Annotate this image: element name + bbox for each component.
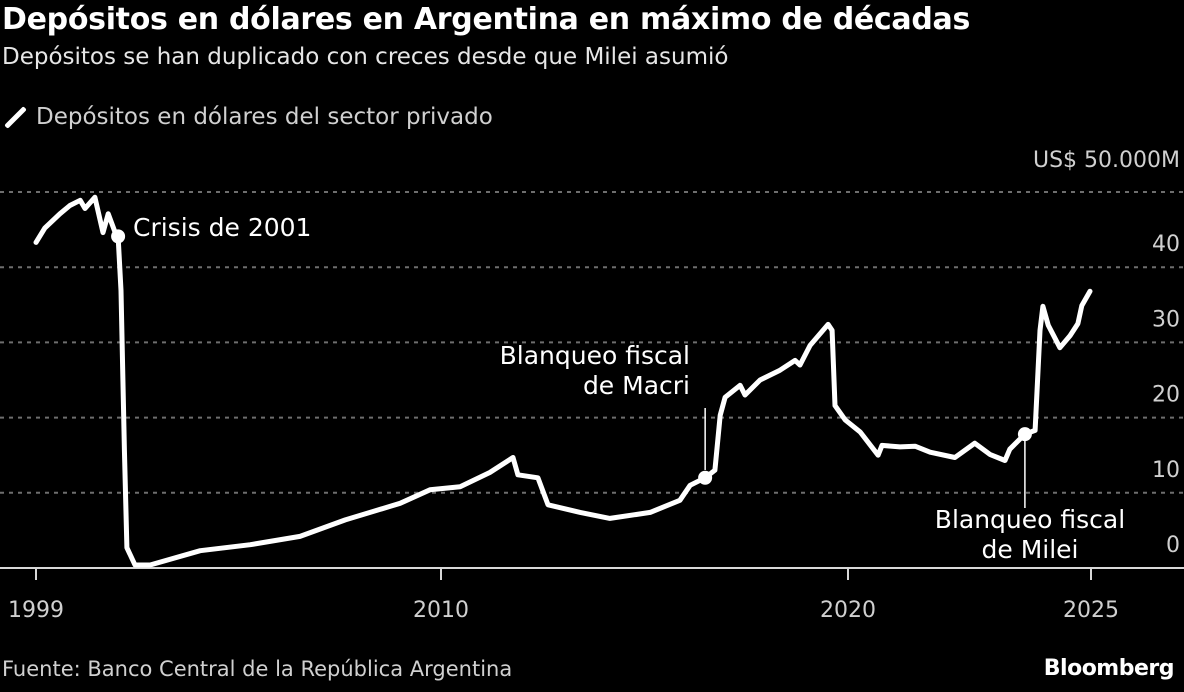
legend-line-icon <box>4 106 26 128</box>
y-tick-label: 40 <box>1152 232 1180 257</box>
x-tick-label: 2020 <box>820 598 876 623</box>
chart-title: Depósitos en dólares en Argentina en máx… <box>2 2 971 37</box>
y-tick-label: 10 <box>1152 458 1180 483</box>
annotation-label: Blanqueo fiscal <box>935 505 1125 534</box>
chart-subtitle: Depósitos se han duplicado con creces de… <box>2 44 729 70</box>
annotation-marker <box>1017 427 1032 442</box>
x-tick-label: 2025 <box>1063 598 1119 623</box>
legend: Depósitos en dólares del sector privado <box>4 104 493 130</box>
y-tick-label: 0 <box>1166 533 1180 558</box>
x-tick-label: 2010 <box>413 598 469 623</box>
annotation-marker <box>698 470 713 485</box>
x-tick-label: 1999 <box>8 598 64 623</box>
series-line <box>33 194 1093 568</box>
source-note: Fuente: Banco Central de la República Ar… <box>2 657 513 681</box>
annotation-marker <box>111 229 126 244</box>
y-tick-label: 30 <box>1152 307 1180 332</box>
annotation-label: Blanqueo fiscal <box>500 341 690 370</box>
bloomberg-logo: Bloomberg <box>1043 656 1175 681</box>
annotation-label: de Macri <box>583 371 690 400</box>
legend-label: Depósitos en dólares del sector privado <box>36 104 493 130</box>
annotation-label: Crisis de 2001 <box>133 213 311 242</box>
annotation-label: de Milei <box>982 535 1079 564</box>
y-axis-unit-label: US$ 50.000M <box>1032 148 1180 173</box>
y-tick-label: 20 <box>1152 383 1180 408</box>
